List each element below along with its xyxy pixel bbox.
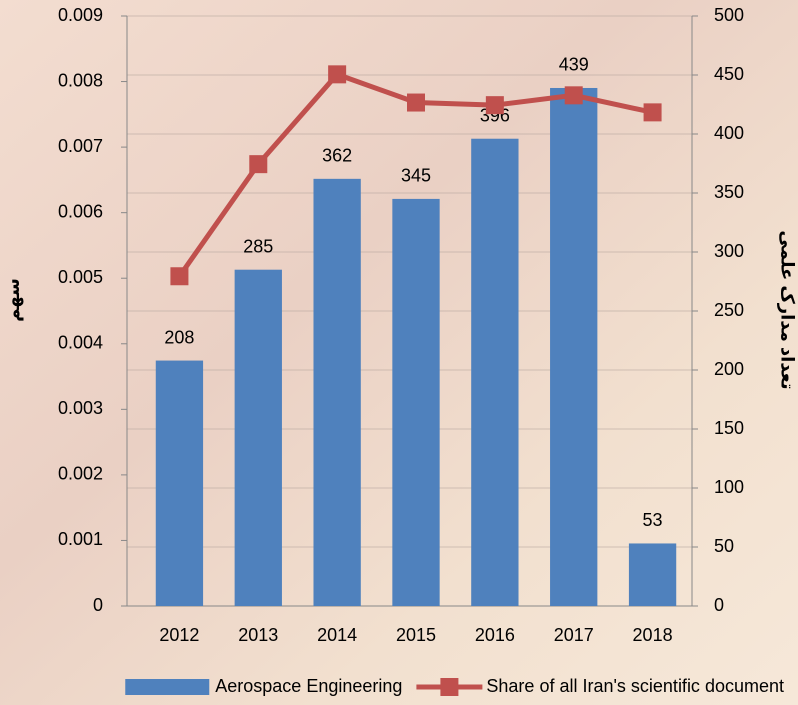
x-tick-label: 2017 xyxy=(554,625,594,645)
legend-swatch xyxy=(125,679,210,695)
bar xyxy=(234,269,282,606)
line-marker xyxy=(249,155,268,174)
y-tick-label: 0.001 xyxy=(58,529,103,549)
legend-label: Share of all Iran's scientific document xyxy=(486,676,784,696)
y-tick-label: 0.006 xyxy=(58,201,103,221)
y-tick-label: 0.002 xyxy=(58,464,103,484)
y-tick-label: 0 xyxy=(93,595,103,615)
y2-tick-label: 50 xyxy=(714,536,734,556)
x-tick-label: 2016 xyxy=(475,625,515,645)
line-marker xyxy=(328,65,347,84)
bar xyxy=(471,138,519,606)
data-label: 362 xyxy=(322,146,352,166)
x-tick-label: 2013 xyxy=(238,625,278,645)
x-tick-label: 2015 xyxy=(396,625,436,645)
line-marker xyxy=(485,96,504,115)
y-tick-label: 0.009 xyxy=(58,5,103,25)
line-marker xyxy=(564,86,583,105)
y-tick-label: 0.004 xyxy=(58,333,103,353)
line-marker xyxy=(643,103,662,122)
y2-tick-label: 400 xyxy=(714,123,744,143)
y2-tick-label: 500 xyxy=(714,5,744,25)
bar xyxy=(313,178,361,606)
data-label: 345 xyxy=(401,166,431,186)
x-tick-label: 2014 xyxy=(317,625,357,645)
y2-tick-label: 200 xyxy=(714,359,744,379)
y-tick-label: 0.003 xyxy=(58,398,103,418)
legend-swatch xyxy=(440,678,459,696)
line-marker xyxy=(407,93,425,112)
data-label: 208 xyxy=(164,327,194,347)
y2-tick-label: 450 xyxy=(714,64,744,84)
y-tick-label: 0.005 xyxy=(58,267,103,287)
y-tick-label: 0.007 xyxy=(58,136,103,156)
y2-tick-label: 150 xyxy=(714,418,744,438)
data-label: 53 xyxy=(643,510,663,530)
bar xyxy=(392,198,440,606)
data-label: 285 xyxy=(243,236,273,256)
line-marker xyxy=(170,267,189,286)
x-tick-label: 2018 xyxy=(633,625,673,645)
bar xyxy=(550,87,598,607)
bar xyxy=(628,543,677,606)
y2-axis-title: تعداد مدارک علمی xyxy=(777,230,797,389)
x-tick-label: 2012 xyxy=(159,625,199,645)
y2-tick-label: 350 xyxy=(714,182,744,202)
y-axis-title: سهم xyxy=(3,278,24,322)
y2-tick-label: 0 xyxy=(714,595,724,615)
bar xyxy=(155,360,204,606)
y2-tick-label: 300 xyxy=(714,241,744,261)
y-tick-label: 0.008 xyxy=(58,70,103,90)
data-label: 439 xyxy=(559,55,589,75)
y2-tick-label: 100 xyxy=(714,477,744,497)
legend-label: Aerospace Engineering xyxy=(215,676,402,696)
y2-tick-label: 250 xyxy=(714,300,744,320)
